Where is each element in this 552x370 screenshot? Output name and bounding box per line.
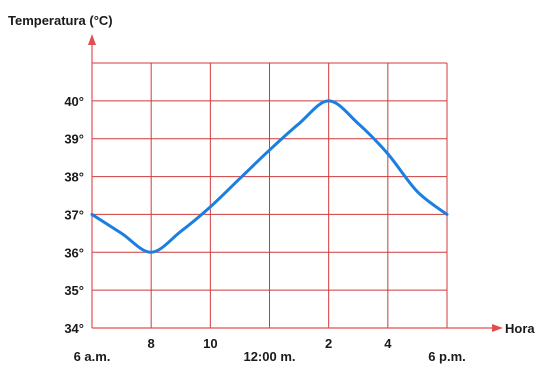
x-tick-label: 8	[148, 336, 155, 351]
x-tick-label: 4	[384, 336, 392, 351]
x-tick-label: 6 p.m.	[428, 349, 466, 364]
grid	[92, 62, 448, 328]
y-axis-title: Temperatura (°C)	[8, 13, 113, 28]
x-tick-label: 2	[325, 336, 332, 351]
y-tick-label: 34°	[64, 321, 84, 336]
y-tick-label: 38°	[64, 170, 84, 185]
tick-labels: 34° 35° 36° 37° 38° 39° 40° 8 10 2 4 6 a.m. 12:00 m.…	[64, 94, 465, 364]
x-tick-label: 12:00 m.	[243, 349, 295, 364]
series-group	[90, 99, 449, 254]
y-tick-label: 36°	[64, 245, 84, 260]
x-axis-arrow	[492, 324, 503, 332]
x-axis-title: Hora	[505, 321, 535, 336]
y-tick-label: 35°	[64, 283, 84, 298]
y-tick-label: 40°	[64, 94, 84, 109]
x-tick-label: 6 a.m.	[74, 349, 111, 364]
y-tick-label: 39°	[64, 132, 84, 147]
axes	[88, 34, 503, 332]
y-axis-arrow	[88, 34, 96, 45]
y-tick-label: 37°	[64, 207, 84, 222]
x-tick-label: 10	[203, 336, 217, 351]
